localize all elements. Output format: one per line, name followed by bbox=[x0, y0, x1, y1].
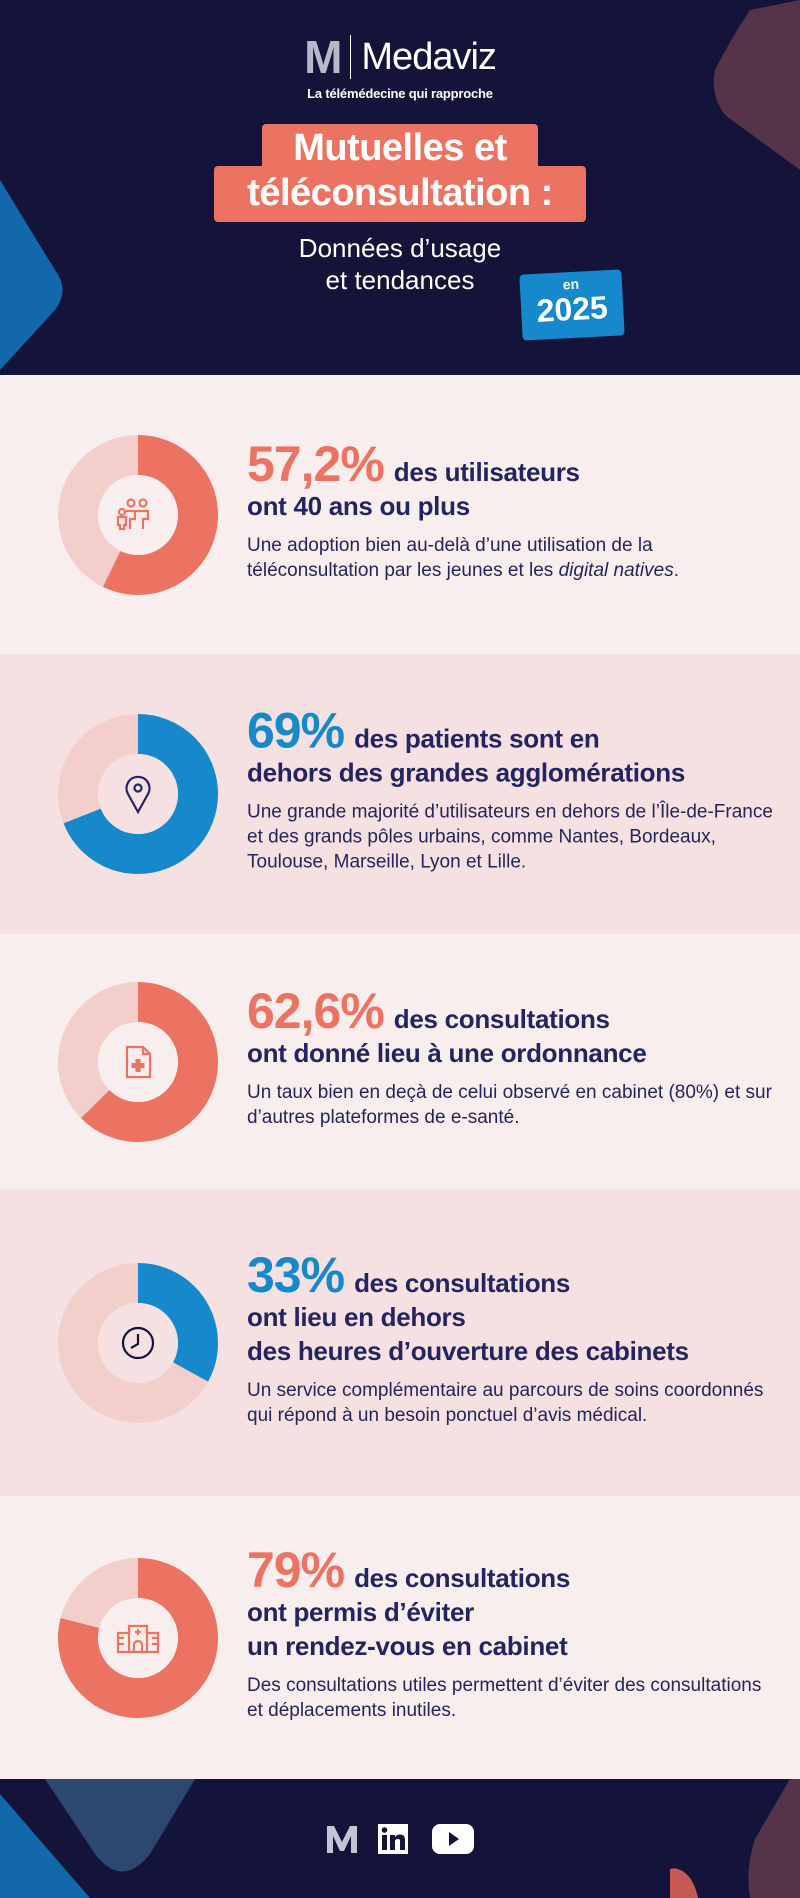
donut-value-arc bbox=[58, 1557, 218, 1718]
decor-shape-plum bbox=[713, 0, 800, 170]
footer bbox=[0, 1779, 800, 1898]
donut-chart bbox=[58, 981, 218, 1142]
stat-headline: 62,6% des consultations ont donné lieu à … bbox=[247, 986, 780, 1070]
title-bg bbox=[262, 124, 538, 174]
stat-value: 69% bbox=[247, 702, 345, 759]
description-text: Une adoption bien au-delà d’une utilisat… bbox=[247, 534, 653, 581]
stat-headline: 79% des consultations ont permis d’éviter… bbox=[247, 1545, 780, 1663]
donut-chart bbox=[58, 1262, 218, 1423]
logo-divider bbox=[350, 35, 352, 79]
donut-chart bbox=[58, 434, 218, 595]
headline-line2: ont lieu en dehors bbox=[247, 1301, 466, 1332]
headline-line1: des consultations bbox=[354, 1267, 571, 1298]
subtitle-line1: Données d’usage bbox=[298, 233, 502, 263]
stat-value: 62,6% bbox=[247, 982, 385, 1039]
donut-hole bbox=[98, 1597, 178, 1678]
stat-text: 69% des patients sont en dehors des grand… bbox=[247, 706, 780, 875]
headline-line1: des consultations bbox=[393, 1003, 610, 1034]
stat-text: 33% des consultations ont lieu en dehors … bbox=[247, 1250, 780, 1428]
stat-headline: 33% des consultations ont lieu en dehors … bbox=[247, 1250, 780, 1368]
donut-value-arc bbox=[58, 981, 218, 1142]
stat-section: 33% des consultations ont lieu en dehors … bbox=[0, 1189, 800, 1496]
donut-value-arc bbox=[58, 1262, 218, 1423]
linkedin-icon[interactable] bbox=[377, 1823, 413, 1855]
clock-icon bbox=[121, 1326, 155, 1359]
subtitle: Données d’usage et tendances bbox=[0, 232, 800, 296]
donut-value-arc bbox=[58, 434, 218, 595]
medaviz-logo-icon[interactable] bbox=[325, 1824, 359, 1854]
decor-shape bbox=[0, 1779, 195, 1898]
youtube-icon[interactable] bbox=[431, 1823, 475, 1855]
headline-line2: ont donné lieu à une ordonnance bbox=[247, 1037, 647, 1068]
stat-text: 79% des consultations ont permis d’éviter… bbox=[247, 1545, 780, 1723]
stat-description: Une grande majorité d’utilisateurs en de… bbox=[247, 800, 780, 875]
stat-description: Un taux bien en deçà de celui observé en… bbox=[247, 1080, 780, 1130]
social-links bbox=[0, 1823, 800, 1855]
decor-shape bbox=[670, 1779, 800, 1898]
stat-description: Des consultations utiles permettent d’év… bbox=[247, 1673, 780, 1723]
year: 2025 bbox=[535, 289, 609, 329]
header: M Medaviz La télémédecine qui rapproche … bbox=[0, 0, 800, 375]
stat-section: 62,6% des consultations ont donné lieu à … bbox=[0, 934, 800, 1189]
prescription-document-icon bbox=[125, 1045, 152, 1078]
year-badge: en 2025 bbox=[519, 269, 625, 341]
headline-line3: des heures d’ouverture des cabinets bbox=[247, 1335, 689, 1366]
headline-line3: un rendez-vous en cabinet bbox=[247, 1630, 568, 1661]
stat-section: 57,2% des utilisateurs ont 40 ans ou plus… bbox=[0, 375, 800, 654]
subtitle-line2: et tendances bbox=[325, 265, 475, 295]
stat-value: 79% bbox=[247, 1541, 345, 1598]
page-title-line2: téléconsultation : bbox=[247, 172, 553, 214]
stat-text: 57,2% des utilisateurs ont 40 ans ou plus… bbox=[247, 439, 780, 583]
logo-mark: M bbox=[304, 31, 342, 83]
stat-value: 57,2% bbox=[247, 435, 385, 492]
page-title-line1: Mutuelles et bbox=[293, 127, 507, 169]
family-icon bbox=[116, 497, 150, 530]
donut-hole bbox=[98, 474, 178, 555]
stat-description: Une adoption bien au-delà d’une utilisat… bbox=[247, 533, 780, 583]
description-text: Des consultations utiles permettent d’év… bbox=[247, 1674, 762, 1721]
description-text: Un taux bien en deçà de celui observé en… bbox=[247, 1081, 772, 1128]
location-pin-icon bbox=[125, 775, 151, 815]
brand-name: Medaviz bbox=[361, 36, 496, 78]
stat-text: 62,6% des consultations ont donné lieu à … bbox=[247, 986, 780, 1130]
description-text: Une grande majorité d’utilisateurs en de… bbox=[247, 801, 773, 873]
description-italic: digital natives bbox=[558, 559, 674, 581]
hospital-icon bbox=[116, 1624, 160, 1653]
headline-line2: dehors des grandes agglomérations bbox=[247, 757, 685, 788]
donut-hole bbox=[98, 754, 178, 834]
decor-shape-blue bbox=[0, 180, 63, 370]
stat-section: 79% des consultations ont permis d’éviter… bbox=[0, 1496, 800, 1779]
stat-section: 69% des patients sont en dehors des grand… bbox=[0, 654, 800, 934]
tagline: La télémédecine qui rapproche bbox=[307, 86, 493, 101]
stat-value: 33% bbox=[247, 1246, 345, 1303]
stat-headline: 57,2% des utilisateurs ont 40 ans ou plus bbox=[247, 439, 780, 523]
headline-line2: ont permis d’éviter bbox=[247, 1596, 474, 1627]
description-text: Un service complémentaire au parcours de… bbox=[247, 1379, 764, 1426]
medaviz-logo: M Medaviz La télémédecine qui rapproche bbox=[0, 34, 800, 101]
title-bg bbox=[214, 166, 586, 222]
description-end: . bbox=[673, 559, 679, 581]
donut-chart bbox=[58, 714, 218, 874]
headline-line1: des utilisateurs bbox=[393, 456, 580, 487]
stat-headline: 69% des patients sont en dehors des grand… bbox=[247, 706, 780, 790]
headline-line2: ont 40 ans ou plus bbox=[247, 490, 470, 521]
stat-description: Un service complémentaire au parcours de… bbox=[247, 1378, 780, 1428]
headline-line1: des consultations bbox=[354, 1562, 571, 1593]
headline-line1: des patients sont en bbox=[354, 723, 600, 754]
donut-chart bbox=[58, 1557, 218, 1718]
donut-value-arc bbox=[58, 714, 218, 874]
